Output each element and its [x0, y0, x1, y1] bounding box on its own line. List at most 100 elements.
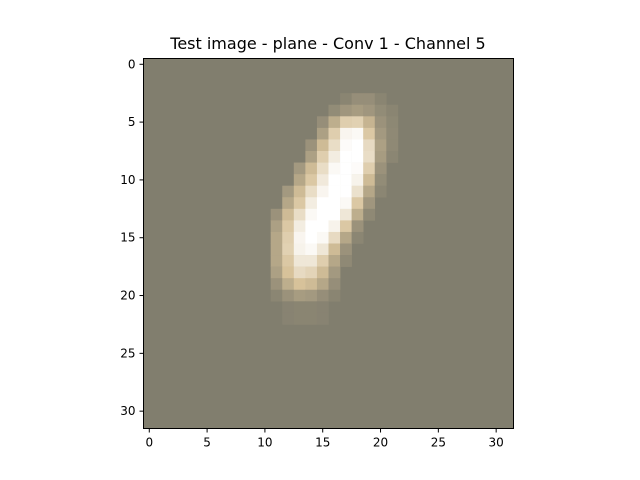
heatmap-cell — [316, 312, 329, 325]
heatmap-cell — [374, 104, 387, 117]
heatmap-cell — [293, 220, 306, 233]
y-tick-label: 10 — [120, 173, 135, 187]
heatmap-cell — [316, 208, 329, 221]
heatmap-cell — [305, 231, 318, 244]
heatmap-cell — [282, 208, 295, 221]
heatmap-cell — [386, 139, 399, 152]
heatmap-cell — [316, 289, 329, 302]
heatmap-cell — [351, 185, 364, 198]
heatmap-plot — [143, 58, 514, 429]
heatmap-cell — [305, 151, 318, 163]
y-tick-label: 15 — [120, 231, 135, 245]
heatmap-cell — [316, 174, 329, 186]
heatmap-cell — [293, 312, 306, 325]
x-tick-label: 25 — [431, 436, 446, 450]
heatmap-cell — [340, 151, 352, 163]
heatmap-cell — [282, 231, 295, 244]
heatmap-cell — [270, 266, 283, 279]
heatmap-cell — [305, 243, 318, 256]
y-tick-label: 30 — [120, 404, 135, 418]
heatmap-cell — [340, 255, 352, 267]
heatmap-cell — [363, 151, 376, 163]
heatmap-cell — [386, 116, 399, 129]
y-tick-label: 0 — [128, 57, 136, 71]
heatmap-cell — [270, 278, 283, 291]
heatmap-cell — [293, 197, 306, 210]
heatmap-cell — [316, 220, 329, 233]
heatmap-cell — [363, 116, 376, 129]
heatmap-cell — [270, 220, 283, 233]
heatmap-cell — [305, 220, 318, 233]
heatmap-cell — [351, 93, 364, 106]
heatmap-cell — [316, 243, 329, 256]
heatmap-cell — [386, 104, 399, 117]
x-axis: 0 5 10 15 20 25 30 — [145, 428, 504, 450]
heatmap-cell — [328, 151, 341, 163]
heatmap-cell — [363, 139, 376, 152]
heatmap-cell — [351, 220, 364, 233]
heatmap-cell — [340, 208, 352, 221]
heatmap-cell — [328, 162, 341, 175]
heatmap-cell — [282, 278, 295, 291]
heatmap-cell — [328, 231, 341, 244]
heatmap-cell — [305, 139, 318, 152]
heatmap-cell — [328, 116, 341, 129]
heatmap-cell — [316, 151, 329, 163]
heatmap-cell — [374, 93, 387, 106]
heatmap-cell — [316, 301, 329, 314]
y-tick-label: 25 — [120, 346, 135, 360]
heatmap-cell — [340, 185, 352, 198]
heatmap-cell — [328, 278, 341, 291]
heatmap-cell — [293, 266, 306, 279]
heatmap-cell — [374, 139, 387, 152]
heatmap-cell — [328, 243, 341, 256]
heatmap-cell — [328, 127, 341, 140]
x-tick-label: 10 — [257, 436, 272, 450]
heatmap-cell — [374, 185, 387, 198]
heatmap-cell — [282, 243, 295, 256]
heatmap-cell — [351, 104, 364, 117]
x-tick-label: 5 — [203, 436, 211, 450]
heatmap-cell — [305, 162, 318, 175]
heatmap-cell — [351, 231, 364, 244]
heatmap-cell — [282, 312, 295, 325]
heatmap-cell — [282, 220, 295, 233]
heatmap-cell — [328, 289, 341, 302]
heatmap-cell — [316, 127, 329, 140]
heatmap-cell — [282, 185, 295, 198]
heatmap-cell — [340, 243, 352, 256]
heatmap-cell — [340, 162, 352, 175]
heatmap-cell — [340, 174, 352, 186]
heatmap-cell — [328, 104, 341, 117]
heatmap-cell — [282, 266, 295, 279]
heatmap-cell — [270, 231, 283, 244]
heatmap-cell — [340, 127, 352, 140]
heatmap-cell — [293, 289, 306, 302]
heatmap-cell — [305, 289, 318, 302]
heatmap-cell — [305, 174, 318, 186]
heatmap-cell — [351, 162, 364, 175]
heatmap-cell — [363, 197, 376, 210]
heatmap-cell — [293, 278, 306, 291]
heatmap-cell — [328, 266, 341, 279]
heatmap-cell — [328, 220, 341, 233]
heatmap-cell — [305, 255, 318, 267]
heatmap-cell — [328, 185, 341, 198]
heatmap-cell — [363, 93, 376, 106]
heatmap-cell — [340, 104, 352, 117]
heatmap-cell — [316, 162, 329, 175]
heatmap-cell — [351, 174, 364, 186]
heatmap-cell — [316, 139, 329, 152]
heatmap-cell — [328, 208, 341, 221]
chart-title: Test image - plane - Conv 1 - Channel 5 — [169, 34, 485, 53]
heatmap-cell — [363, 104, 376, 117]
y-tick-label: 20 — [120, 289, 135, 303]
heatmap-cell — [363, 185, 376, 198]
heatmap-cell — [293, 162, 306, 175]
heatmap-cell — [293, 243, 306, 256]
heatmap-cell — [282, 301, 295, 314]
heatmap-cell — [328, 174, 341, 186]
heatmap-cell — [340, 197, 352, 210]
heatmap-cell — [305, 197, 318, 210]
heatmap-cells — [270, 93, 399, 325]
